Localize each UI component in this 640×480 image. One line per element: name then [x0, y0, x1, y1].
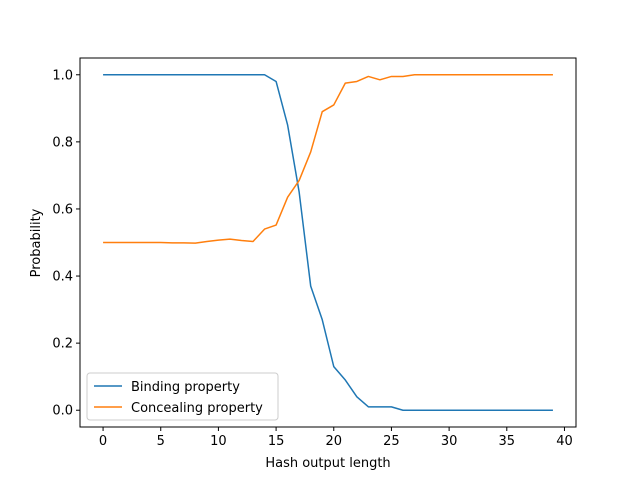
y-tick-label: 0.6 — [52, 202, 73, 217]
x-tick-label: 10 — [210, 434, 227, 449]
x-tick-label: 35 — [499, 434, 516, 449]
x-tick-label: 0 — [99, 434, 107, 449]
y-axis-ticks: 0.0 0.2 0.4 0.6 0.8 1.0 — [52, 68, 80, 419]
series-layer — [103, 74, 553, 411]
y-tick-label: 0.8 — [52, 135, 73, 150]
y-tick-label: 1.0 — [52, 68, 73, 83]
y-tick-label: 0.4 — [52, 270, 73, 285]
legend-label-binding: Binding property — [131, 380, 240, 395]
series-line-concealing-property — [103, 74, 553, 244]
x-tick-label: 15 — [268, 434, 285, 449]
legend-box — [86, 372, 279, 421]
x-tick-label: 20 — [325, 434, 342, 449]
x-tick-label: 25 — [383, 434, 400, 449]
x-axis-label: Hash output length — [265, 456, 390, 471]
y-axis-label: Probability — [29, 208, 44, 277]
plot-frame — [79, 57, 577, 428]
series-line-binding-property — [103, 74, 553, 411]
legend-label-concealing: Concealing property — [131, 401, 263, 416]
y-tick-label: 0.0 — [52, 404, 73, 419]
y-tick-label: 0.2 — [52, 337, 73, 352]
x-tick-label: 40 — [556, 434, 573, 449]
x-axis-ticks: 0 5 10 15 20 25 30 35 40 — [99, 427, 573, 449]
x-tick-label: 30 — [441, 434, 458, 449]
x-tick-label: 5 — [157, 434, 165, 449]
legend: Binding property Concealing property — [86, 372, 279, 421]
